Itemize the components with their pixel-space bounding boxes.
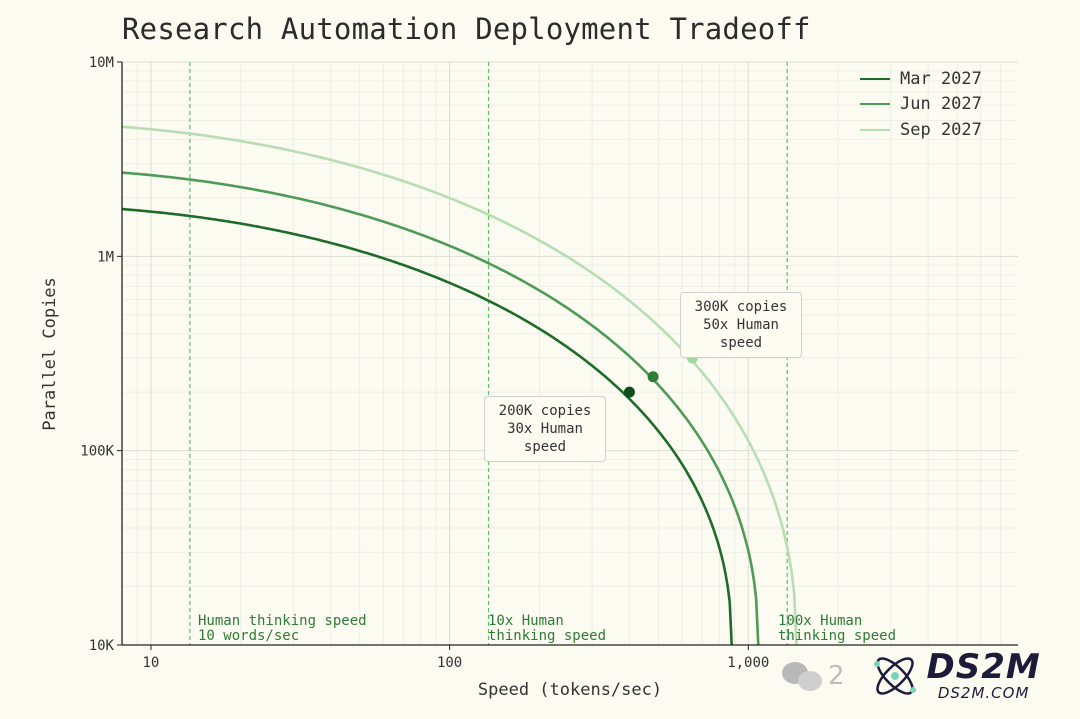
legend-label: Sep 2027 — [900, 119, 982, 140]
y-tick-label: 10M — [89, 55, 114, 71]
legend: Mar 2027 Jun 2027 Sep 2027 — [860, 66, 982, 143]
atom-icon — [873, 657, 916, 695]
series-lines — [121, 125, 798, 646]
y-tick-label: 10K — [89, 638, 115, 654]
y-axis-label: Parallel Copies — [40, 277, 60, 431]
series-line-sep-2027 — [121, 125, 798, 646]
y-tick-label: 1M — [97, 249, 114, 265]
ref-label-10x: 10x Human thinking speed — [488, 613, 607, 644]
axes — [121, 62, 1018, 646]
legend-swatch — [860, 128, 890, 131]
legend-item-mar-2027: Mar 2027 — [860, 66, 982, 92]
x-tick-label: 10 — [143, 655, 160, 671]
minor-grid — [122, 62, 1018, 645]
x-axis-label: Speed (tokens/sec) — [477, 680, 663, 700]
ds2m-logo: DS2M DS2M.COM — [869, 650, 1041, 702]
major-grid — [122, 61, 1018, 646]
series-line-jun-2027 — [121, 171, 760, 646]
series-marker-mar-2027 — [623, 386, 635, 398]
tick-labels: 10 100 1,000 10K 100K 1M 10M — [80, 55, 769, 671]
chart-title: Research Automation Deployment Tradeoff — [122, 12, 811, 46]
annotation-200k: 200K copies 30x Human speed — [484, 396, 606, 462]
watermark-partial-char: 2 — [828, 661, 845, 691]
x-tick-label: 100 — [437, 655, 462, 671]
legend-item-jun-2027: Jun 2027 — [860, 92, 982, 118]
y-tick-label: 100K — [80, 444, 114, 460]
watermark: 2 DS2M DS2M.COM — [782, 650, 1041, 702]
x-tick-label: 1,000 — [727, 655, 769, 671]
legend-swatch — [860, 103, 890, 106]
legend-label: Jun 2027 — [900, 94, 982, 115]
wechat-icon — [782, 658, 826, 694]
legend-swatch — [860, 77, 890, 80]
annotation-300k: 300K copies 50x Human speed — [680, 292, 802, 358]
ref-label-100x: 100x Human thinking speed — [778, 613, 897, 644]
ref-label-human: Human thinking speed 10 words/sec — [198, 613, 367, 644]
series-markers — [623, 352, 698, 398]
legend-item-sep-2027: Sep 2027 — [860, 117, 982, 143]
series-marker-jun-2027 — [647, 371, 659, 383]
series-line-mar-2027 — [121, 207, 733, 646]
legend-label: Mar 2027 — [900, 68, 982, 89]
brand-site: DS2M.COM — [937, 684, 1030, 702]
brand-name: DS2M — [926, 647, 1041, 687]
